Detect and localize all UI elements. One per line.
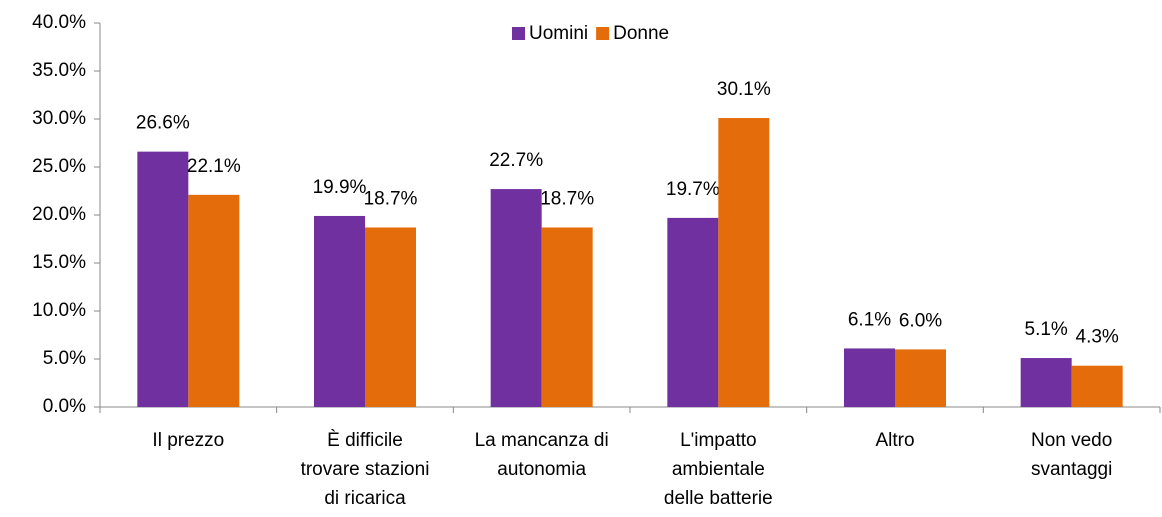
bar xyxy=(490,189,542,407)
bar xyxy=(1020,358,1072,407)
bar xyxy=(844,348,895,407)
y-tick-label: 40.0% xyxy=(32,12,86,33)
bar xyxy=(137,151,189,407)
value-label: 4.3% xyxy=(1076,327,1119,348)
y-tick-label: 0.0% xyxy=(43,396,86,417)
x-tick-label: Il prezzo xyxy=(152,430,224,451)
legend-label: Uomini xyxy=(529,23,588,44)
legend-swatch xyxy=(596,27,610,40)
bar xyxy=(667,217,719,407)
value-label: 5.1% xyxy=(1025,319,1068,340)
value-label: 22.1% xyxy=(187,156,241,177)
bar xyxy=(1071,365,1123,407)
value-label: 18.7% xyxy=(540,188,594,209)
x-tick-label: Non vedo svantaggi xyxy=(1031,430,1112,480)
bar xyxy=(314,215,365,407)
value-label: 18.7% xyxy=(364,188,418,209)
value-label: 6.0% xyxy=(899,310,942,331)
x-tick-label: La mancanza di autonomia xyxy=(475,430,609,480)
y-tick-label: 10.0% xyxy=(32,300,86,321)
value-label: 19.7% xyxy=(666,179,720,200)
value-label: 6.1% xyxy=(848,309,891,330)
y-tick-label: 5.0% xyxy=(43,348,86,369)
bar xyxy=(718,118,770,407)
bar xyxy=(188,194,240,407)
legend-label: Donne xyxy=(613,23,669,44)
value-label: 30.1% xyxy=(717,79,771,100)
x-tick-label: Altro xyxy=(875,430,914,451)
y-tick-label: 15.0% xyxy=(32,252,86,273)
y-tick-label: 20.0% xyxy=(32,204,86,225)
bar xyxy=(895,349,946,407)
value-label: 26.6% xyxy=(136,113,190,134)
value-label: 19.9% xyxy=(313,177,367,198)
x-tick-label: È difficile trovare stazioni di ricarica xyxy=(301,430,430,509)
x-tick-label: L'impatto ambientale delle batterie xyxy=(664,430,773,509)
y-tick-label: 25.0% xyxy=(32,156,86,177)
bar xyxy=(541,227,593,407)
y-tick-label: 35.0% xyxy=(32,60,86,81)
legend-swatch xyxy=(512,27,525,40)
value-label: 22.7% xyxy=(489,150,543,171)
bar xyxy=(365,227,416,407)
y-tick-label: 30.0% xyxy=(32,108,86,129)
